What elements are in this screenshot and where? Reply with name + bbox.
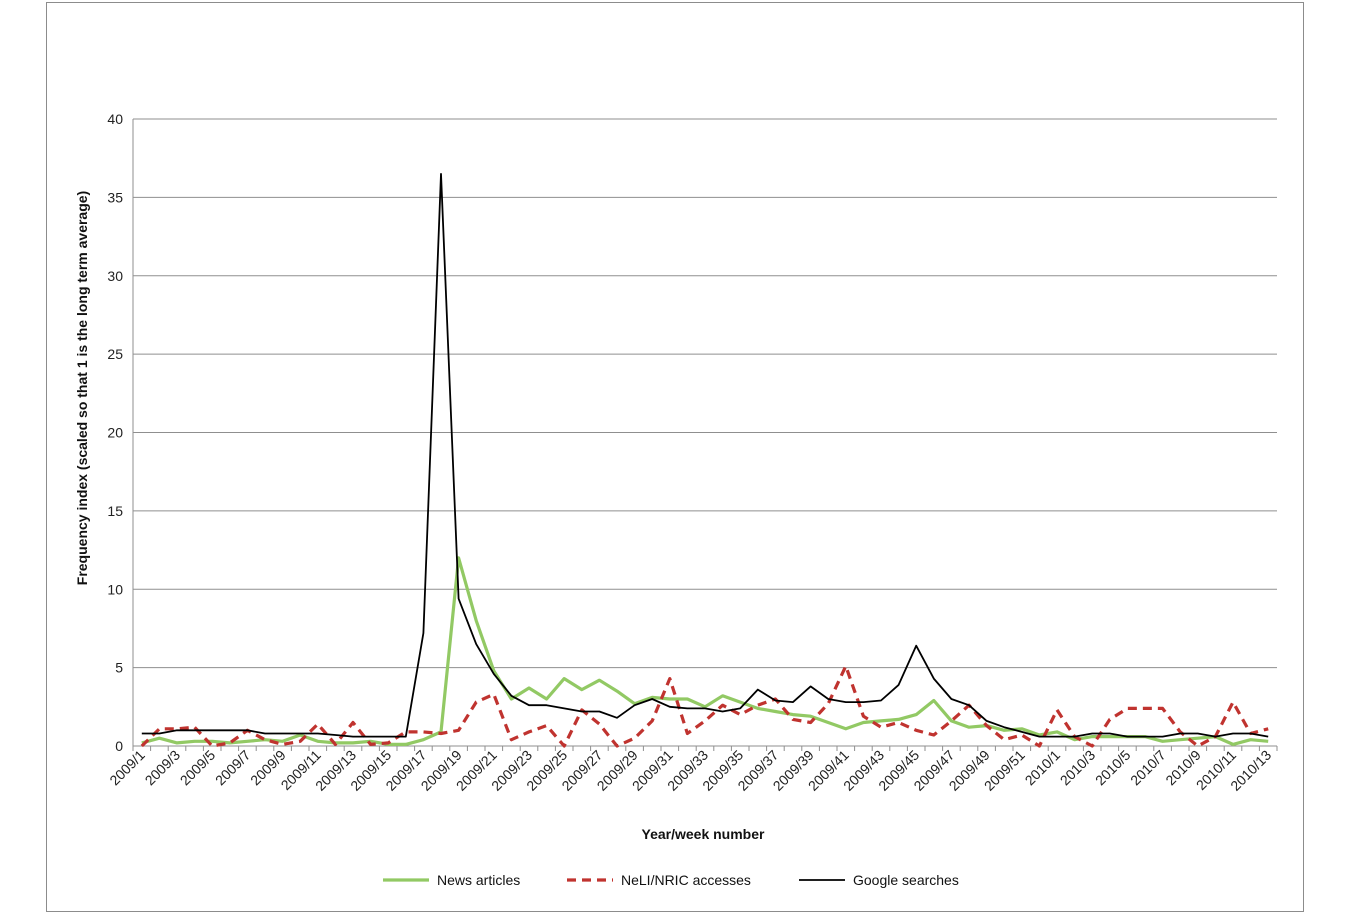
y-tick-label: 5: [115, 660, 123, 676]
x-tick-label: 2009/5: [177, 747, 219, 789]
y-tick-label: 35: [107, 189, 123, 205]
series-line-google-searches: [141, 172, 1269, 738]
y-tick-label: 15: [107, 503, 123, 519]
y-tick-label: 20: [107, 425, 123, 441]
line-chart: 0 5 10 15 20 25 30 35 40 2009/12009/32009/52009/…: [74, 111, 1278, 888]
axes: [132, 119, 1278, 751]
x-tick-label: 2009/3: [142, 747, 184, 789]
x-tick-label: 2010/5: [1092, 747, 1134, 789]
y-tick-label: 25: [107, 346, 123, 362]
legend-label: NeLI/NRIC accesses: [621, 872, 751, 888]
x-axis-ticks: 2009/12009/32009/52009/72009/92009/11200…: [106, 747, 1274, 794]
y-tick-label: 40: [107, 111, 123, 127]
x-tick-label: 2009/7: [212, 747, 254, 789]
gridlines: [133, 118, 1277, 669]
legend: News articles NeLI/NRIC accesses Google se…: [383, 872, 959, 888]
x-tick-label: 2010/7: [1127, 747, 1169, 789]
x-tick-label: 2009/1: [106, 747, 148, 789]
series-lines: [140, 172, 1269, 748]
series-line-neli-nric-accesses: [140, 664, 1269, 748]
legend-label: Google searches: [853, 872, 959, 888]
series-line-news-articles: [141, 556, 1269, 747]
x-axis-title: Year/week number: [642, 826, 766, 842]
y-tick-label: 30: [107, 268, 123, 284]
y-tick-label: 0: [115, 738, 123, 754]
chart-frame: 0 5 10 15 20 25 30 35 40 2009/1 2009/3 2009/5 2009/…: [46, 2, 1304, 912]
y-axis-ticks: 0 5 10 15 20 25 30 35 40: [107, 111, 123, 754]
legend-label: News articles: [437, 872, 520, 888]
y-axis-title: Frequency index (scaled so that 1 is the…: [74, 191, 90, 585]
x-tick-label: 2010/1: [1022, 747, 1064, 789]
x-tick-label: 2010/3: [1057, 747, 1099, 789]
y-tick-label: 10: [107, 581, 123, 597]
